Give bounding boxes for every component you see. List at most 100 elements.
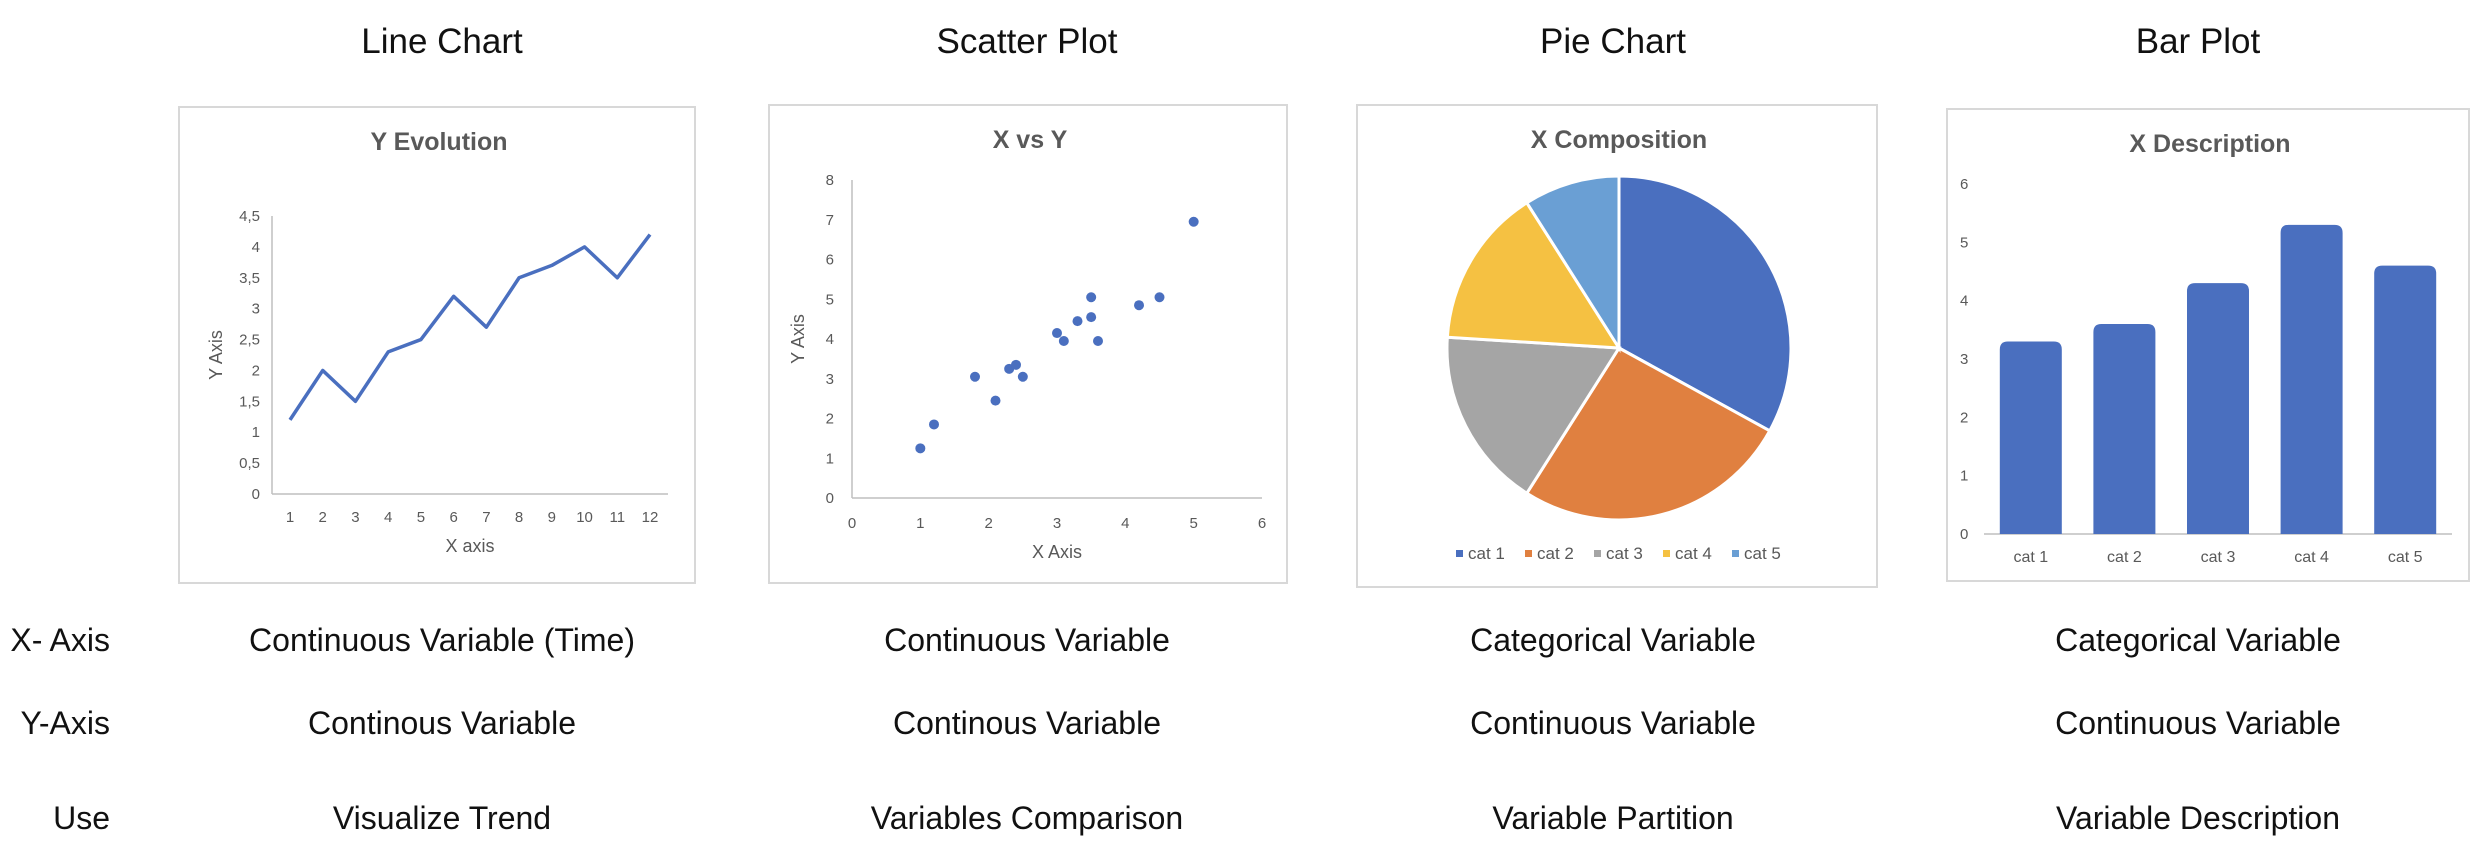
bar xyxy=(2187,283,2249,534)
x-tick-label: 12 xyxy=(642,509,659,526)
y-tick-label: 1 xyxy=(826,450,834,467)
bar xyxy=(2280,224,2343,534)
x-tick-label: 4 xyxy=(1121,515,1129,532)
y-axis-cell-line: Continous Variable xyxy=(307,705,576,741)
x-tick-label: cat 5 xyxy=(2388,549,2423,566)
x-tick-label: 6 xyxy=(449,509,457,526)
x-tick-label: cat 1 xyxy=(2013,549,2048,566)
x-tick-label: 4 xyxy=(384,509,392,526)
pie-slice xyxy=(1445,335,1622,496)
legend-label: cat 2 xyxy=(1537,544,1574,563)
y-axis-cell-scatter: Continous Variable xyxy=(892,705,1161,741)
chart-title: X Composition xyxy=(1531,126,1707,154)
legend-swatch xyxy=(1732,550,1739,557)
y-tick-label: 1,5 xyxy=(239,393,260,410)
x-axis-cell-scatter: Continuous Variable xyxy=(884,622,1170,658)
bar xyxy=(2093,324,2156,534)
y-tick-label: 6 xyxy=(826,252,834,269)
scatter-point xyxy=(1086,292,1097,303)
scatter-point xyxy=(1058,335,1069,346)
pie-slice xyxy=(1524,346,1772,522)
x-tick-label: 10 xyxy=(576,509,593,526)
scatter-point xyxy=(929,419,939,430)
x-tick-label: 3 xyxy=(1053,515,1061,532)
row-label-y-axis: Y-Axis xyxy=(20,705,110,741)
legend-label: cat 3 xyxy=(1606,544,1643,563)
row-label-x-axis: X- Axis xyxy=(10,622,110,658)
legend-swatch xyxy=(1525,550,1532,557)
bar xyxy=(1999,341,2062,534)
x-tick-label: 3 xyxy=(351,509,359,526)
y-tick-label: 0 xyxy=(252,486,260,503)
x-tick-label: 11 xyxy=(609,509,625,526)
scatter-point xyxy=(1093,335,1103,346)
use-cell-pie: Variable Partition xyxy=(1492,800,1734,836)
scatter-plot-column-title: Scatter Plot xyxy=(936,22,1118,61)
y-tick-label: 2 xyxy=(1960,409,1968,426)
x-tick-label: 1 xyxy=(286,509,294,526)
scatter-point xyxy=(1017,371,1028,382)
scatter-point xyxy=(1086,312,1097,323)
x-tick-label: 5 xyxy=(417,509,425,526)
y-tick-label: 5 xyxy=(826,291,834,308)
y-tick-label: 3 xyxy=(826,371,834,388)
scatter-point xyxy=(1072,316,1083,327)
x-tick-label: 2 xyxy=(319,509,327,526)
x-tick-label: 5 xyxy=(1189,515,1197,532)
scatter-point xyxy=(1134,300,1144,311)
pie-slice xyxy=(1524,174,1621,354)
pie-chart-panel: X Composition cat 1 cat 2 cat 3 cat 4 cat 5 xyxy=(1356,104,1878,588)
x-tick-label: cat 2 xyxy=(2107,549,2142,566)
y-axis-title: Y Axis xyxy=(206,330,226,380)
pie-slice xyxy=(1617,174,1793,433)
bar-plot-column-title: Bar Plot xyxy=(2135,22,2261,61)
bar xyxy=(2374,265,2437,534)
x-tick-label: 6 xyxy=(1258,515,1266,532)
y-tick-label: 5 xyxy=(1960,234,1968,251)
x-tick-label: 9 xyxy=(548,509,556,526)
scatter-point xyxy=(990,395,1001,406)
y-tick-label: 3 xyxy=(1960,351,1968,368)
x-tick-label: 2 xyxy=(984,515,992,532)
x-tick-label: cat 4 xyxy=(2294,549,2329,566)
legend-swatch xyxy=(1594,550,1601,557)
pie-slice xyxy=(1445,200,1622,350)
use-cell-scatter: Variables Comparison xyxy=(870,800,1184,836)
y-tick-label: 0 xyxy=(826,490,834,507)
scatter-plot: X vs Y 0 1 2 3 4 5 6 7 8 0 1 2 3 4 5 6 X Axis Y Axis xyxy=(788,126,1266,562)
y-tick-label: 1 xyxy=(252,424,260,441)
y-axis-cell-pie: Continuous Variable xyxy=(1470,705,1756,741)
bar-plot-panel: X Description 0 1 2 3 4 5 6 cat 1 cat 2 cat 3 cat 4… xyxy=(1946,108,2470,582)
scatter-point xyxy=(1154,292,1165,303)
use-cell-bar: Variable Description xyxy=(2056,800,2340,836)
x-axis-title: X Axis xyxy=(1032,542,1082,562)
line-chart-column-title: Line Chart xyxy=(361,22,523,61)
y-tick-label: 0,5 xyxy=(239,455,260,472)
legend-label: cat 1 xyxy=(1468,544,1505,563)
x-tick-label: 1 xyxy=(916,515,924,532)
y-axis-title: Y Axis xyxy=(788,314,808,364)
legend-swatch xyxy=(1663,550,1670,557)
y-tick-label: 4 xyxy=(252,239,260,256)
chart-title: X Description xyxy=(2129,130,2290,158)
chart-title: Y Evolution xyxy=(370,128,507,156)
y-tick-label: 2,5 xyxy=(239,332,260,349)
x-axis-cell-pie: Categorical Variable xyxy=(1470,622,1756,658)
line-chart-panel: Y Evolution 0 0,5 1 1,5 2 2,5 3 3,5 4 4,5 1 2 3 4 5 6 7 8 9… xyxy=(178,106,696,584)
y-tick-label: 1 xyxy=(1960,468,1968,485)
x-axis-title: X axis xyxy=(445,536,494,556)
y-tick-label: 2 xyxy=(252,362,260,379)
scatter-point xyxy=(915,443,926,454)
scatter-plot-panel: X vs Y 0 1 2 3 4 5 6 7 8 0 1 2 3 4 5 6 X Axis Y Axis xyxy=(768,104,1288,584)
y-tick-label: 8 xyxy=(826,172,834,189)
y-axis-cell-bar: Continuous Variable xyxy=(2055,705,2341,741)
x-tick-label: 7 xyxy=(482,509,490,526)
y-tick-label: 4 xyxy=(826,331,834,348)
x-tick-label: 8 xyxy=(515,509,523,526)
scatter-point xyxy=(970,371,980,382)
scatter-point xyxy=(1188,216,1199,227)
x-axis-cell-line: Continuous Variable (Time) xyxy=(249,622,635,658)
y-tick-label: 4,5 xyxy=(239,208,260,225)
series-line xyxy=(288,233,652,421)
